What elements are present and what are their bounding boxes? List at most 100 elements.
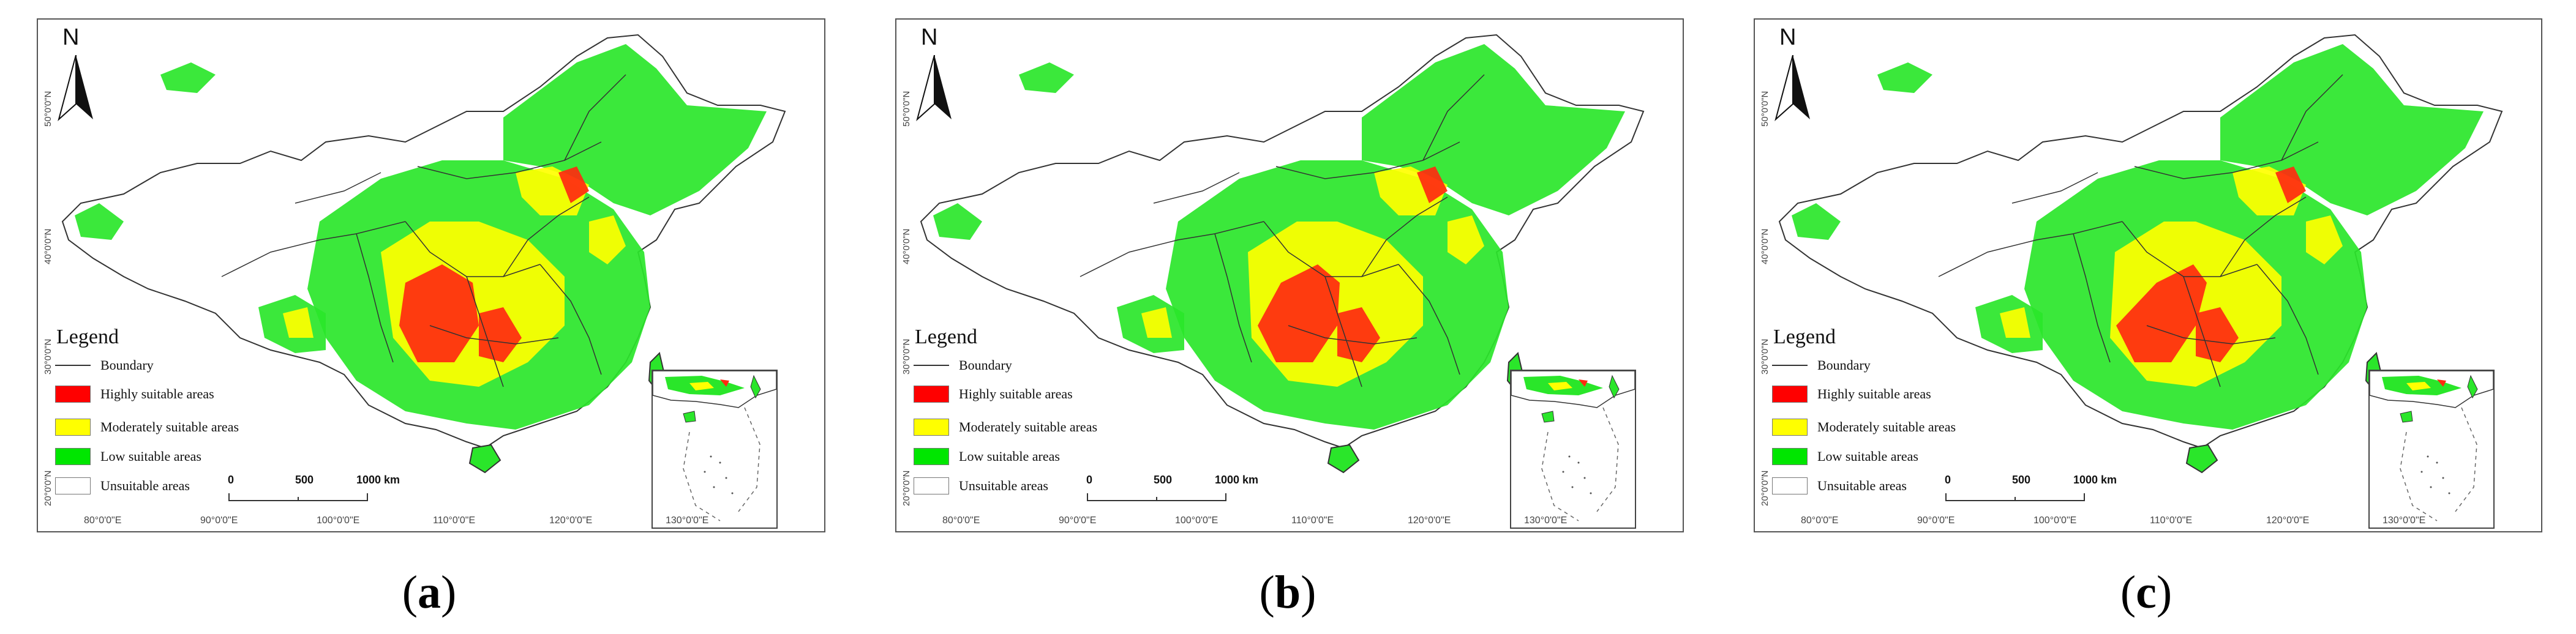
latitude-label: 50°0'0"N <box>43 91 53 127</box>
longitude-label: 130°0'0"E <box>1524 515 1568 526</box>
legend-label: Moderately suitable areas <box>100 419 239 434</box>
legend-item: Boundary <box>914 357 1012 373</box>
province-boundaries <box>221 74 626 387</box>
longitude-label: 110°0'0"E <box>433 515 476 526</box>
longitude-label: 120°0'0"E <box>549 515 593 526</box>
north-arrow-icon <box>916 55 952 121</box>
panel-caption: (c) <box>2120 567 2172 618</box>
longitude-label: 130°0'0"E <box>666 515 709 526</box>
latitude-label: 30°0'0"N <box>1760 338 1770 375</box>
scale-bar <box>228 493 368 501</box>
legend-item: Moderately suitable areas <box>914 419 1097 436</box>
province-boundaries <box>1938 74 2343 387</box>
suitability-patch <box>1792 203 1841 240</box>
north-label: N <box>62 24 80 50</box>
scale-bar-label: 0 <box>1086 474 1093 486</box>
legend-label: Boundary <box>959 357 1012 373</box>
panel-letter: b <box>1274 567 1301 618</box>
legend-label: Boundary <box>1817 357 1871 373</box>
suitability-patch <box>558 166 589 203</box>
suitability-patch <box>1337 307 1380 362</box>
legend-swatch <box>914 419 949 436</box>
latitude-label: 20°0'0"N <box>1760 470 1770 506</box>
province-boundaries <box>1080 74 1485 387</box>
legend-label: Boundary <box>100 357 154 373</box>
china-map <box>920 34 1645 474</box>
suitability-patch <box>1417 166 1448 203</box>
longitude-label: 90°0'0"E <box>1059 515 1097 526</box>
legend-label: Unsuitable areas <box>100 478 190 493</box>
legend-swatch <box>55 448 91 465</box>
scale-bar-label: 0 <box>1945 474 1951 486</box>
suitability-patch <box>2275 166 2306 203</box>
longitude-label: 130°0'0"E <box>2383 515 2426 526</box>
latitude-label: 40°0'0"N <box>901 228 912 264</box>
map-frame: 50°0'0"N 40°0'0"N 30°0'0"N 20°0'0"N 80°0'0"E… <box>37 18 825 532</box>
legend-item: Highly suitable areas <box>914 386 1073 403</box>
longitude-label: 110°0'0"E <box>1291 515 1334 526</box>
north-label: N <box>1779 24 1797 50</box>
suitability-patch <box>75 203 124 240</box>
legend-swatch <box>914 386 949 403</box>
legend-swatch <box>914 477 949 494</box>
suitability-patch <box>479 307 522 362</box>
longitude-label: 80°0'0"E <box>84 515 122 526</box>
longitude-label: 110°0'0"E <box>2150 515 2193 526</box>
scale-bar-label: 1000 km <box>2073 474 2117 486</box>
scale-bar-label: 500 <box>2012 474 2031 486</box>
map-panel-b: 50°0'0"N 40°0'0"N 30°0'0"N 20°0'0"N 80°0'0"E… <box>858 0 1717 634</box>
north-label: N <box>921 24 938 50</box>
suitability-patch <box>1448 215 1484 264</box>
panel-letter: a <box>418 567 441 618</box>
legend-label: Unsuitable areas <box>1817 478 1907 493</box>
map-frame: 50°0'0"N 40°0'0"N 30°0'0"N 20°0'0"N 80°0'0"E… <box>895 18 1684 532</box>
scale-bar <box>1945 493 2085 501</box>
legend-item: Low suitable areas <box>55 448 201 465</box>
map-frame: 50°0'0"N 40°0'0"N 30°0'0"N 20°0'0"N 80°0'0"E… <box>1754 18 2542 532</box>
scale-bar-label: 500 <box>1154 474 1173 486</box>
legend-label: Unsuitable areas <box>959 478 1048 493</box>
latitude-label: 50°0'0"N <box>1760 91 1770 127</box>
suitability-patch <box>1877 62 1932 93</box>
legend-swatch <box>1772 386 1808 403</box>
legend-item: Unsuitable areas <box>1772 477 1907 494</box>
inset-map <box>1511 370 1635 521</box>
latitude-label: 50°0'0"N <box>901 91 912 127</box>
legend-swatch <box>914 365 949 366</box>
panel-letter: c <box>2136 567 2157 618</box>
legend-item: Low suitable areas <box>1772 448 1918 465</box>
suitability-patch <box>2306 215 2343 264</box>
legend-label: Low suitable areas <box>959 449 1060 464</box>
legend-swatch <box>1772 419 1808 436</box>
china-map <box>61 34 786 474</box>
legend-label: Low suitable areas <box>1817 449 1918 464</box>
latitude-label: 20°0'0"N <box>901 470 912 506</box>
longitude-label: 90°0'0"E <box>200 515 238 526</box>
suitability-patch <box>283 307 314 338</box>
north-arrow-icon <box>1774 55 1810 121</box>
legend-swatch <box>1772 477 1808 494</box>
panel-caption: (a) <box>402 567 457 618</box>
legend-item: Unsuitable areas <box>914 477 1048 494</box>
legend-item: Unsuitable areas <box>55 477 190 494</box>
legend-title: Legend <box>56 326 119 348</box>
inset-map <box>652 370 777 521</box>
latitude-label: 30°0'0"N <box>901 338 912 375</box>
legend-title: Legend <box>915 326 977 348</box>
map-panel-a: 50°0'0"N 40°0'0"N 30°0'0"N 20°0'0"N 80°0'0"E… <box>0 0 858 634</box>
longitude-label: 120°0'0"E <box>1408 515 1451 526</box>
legend-item: Low suitable areas <box>914 448 1060 465</box>
legend-label: Low suitable areas <box>100 449 201 464</box>
scale-bar-label: 500 <box>295 474 314 486</box>
legend-swatch <box>914 448 949 465</box>
suitability-patch <box>1141 307 1172 338</box>
legend-item: Highly suitable areas <box>55 386 214 403</box>
suitability-patch <box>933 203 982 240</box>
legend-item: Boundary <box>1772 357 1871 373</box>
longitude-label: 90°0'0"E <box>1917 515 1955 526</box>
longitude-label: 120°0'0"E <box>2266 515 2310 526</box>
latitude-label: 40°0'0"N <box>43 228 53 264</box>
scale-bar-label: 0 <box>228 474 235 486</box>
south-china-sea-inset <box>1510 370 1636 529</box>
scale-bar <box>1087 493 1226 501</box>
